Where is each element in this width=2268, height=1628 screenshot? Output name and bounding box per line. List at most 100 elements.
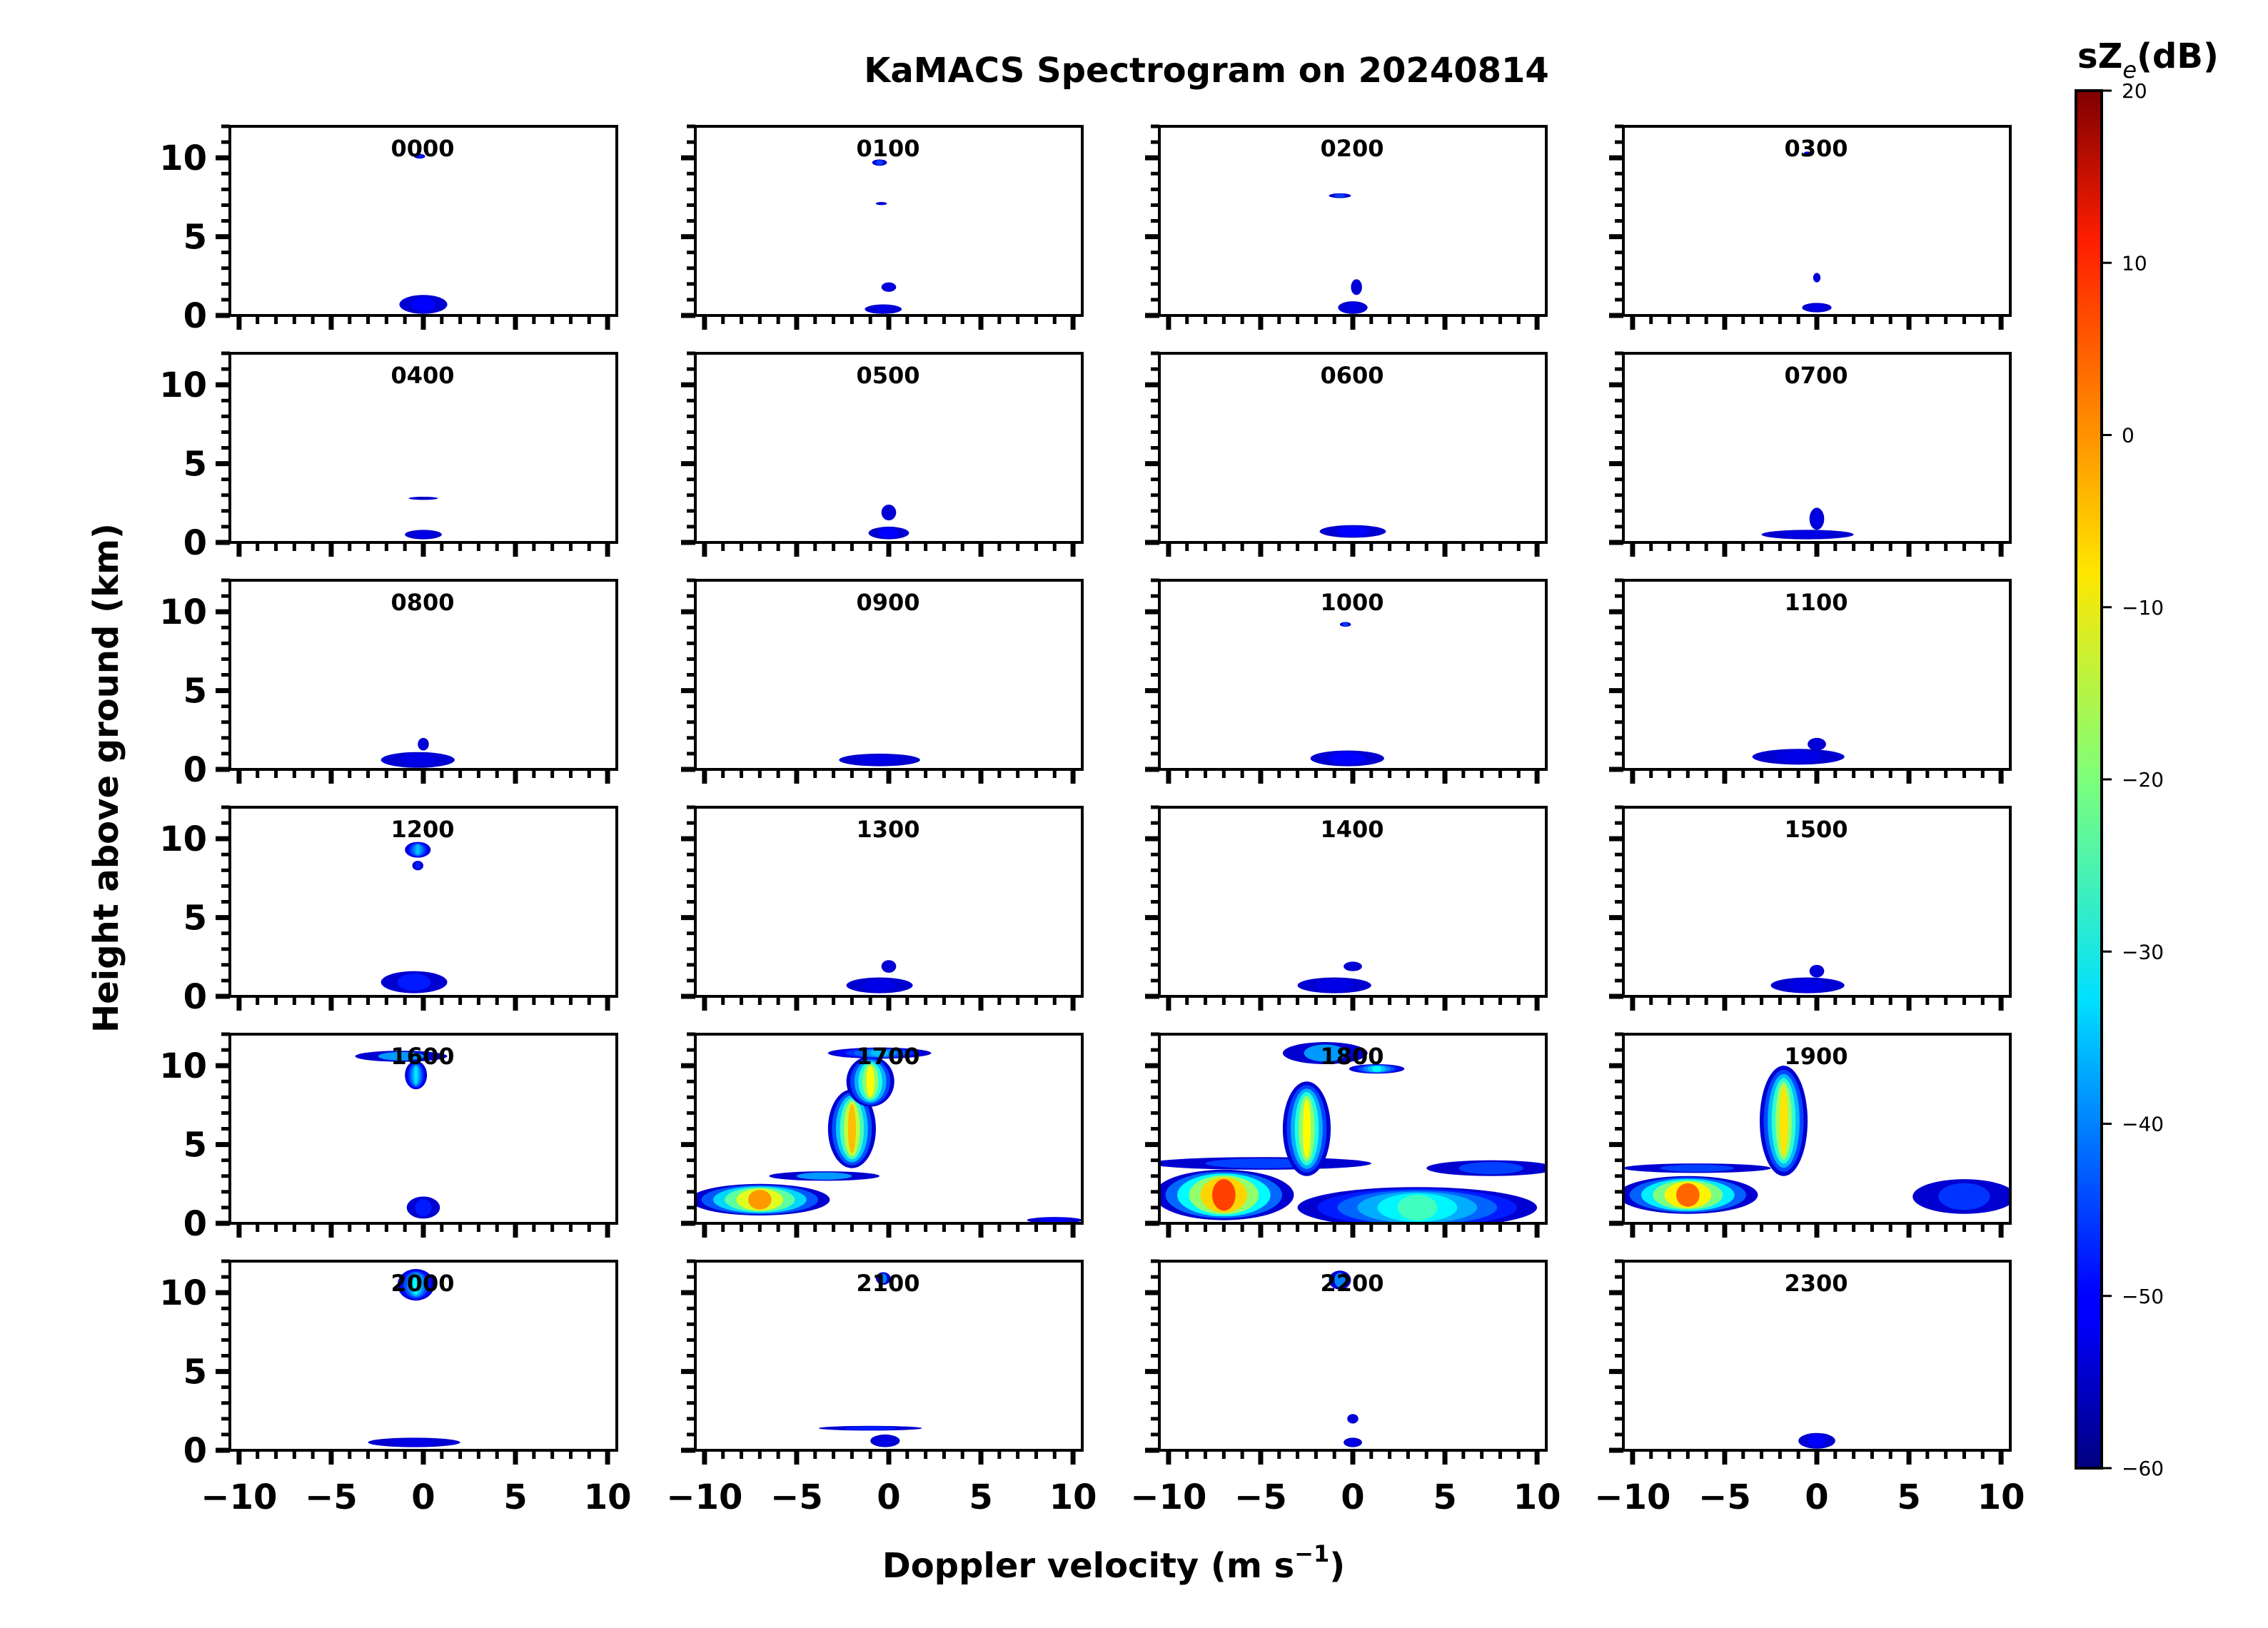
colorbar-tick-label: −30	[2122, 940, 2164, 964]
y-tick-label: 0	[183, 1204, 207, 1244]
feature-mark	[875, 160, 884, 166]
spectral-features	[380, 841, 448, 994]
x-tick-label: 0	[411, 1477, 435, 1517]
feature-mark	[1211, 1179, 1236, 1211]
panel-label: 2200	[1320, 1270, 1384, 1297]
y-tick-label: 0	[183, 296, 207, 336]
feature-mark	[415, 844, 420, 855]
y-tick-label: 10	[159, 138, 207, 178]
feature-mark	[1779, 1086, 1788, 1156]
panel-0700: 0700	[1609, 351, 2012, 557]
spectral-features	[1319, 525, 1386, 538]
panel-1900: 1900	[1609, 1032, 2012, 1238]
feature-mark	[397, 974, 431, 991]
y-tick-label: 10	[159, 1046, 207, 1086]
feature-mark	[416, 154, 423, 158]
panel-2200: 2200 −10 −5 0 5 10	[1130, 1259, 1561, 1517]
spectral-features	[1770, 964, 1845, 994]
panel-0500: 0500	[681, 351, 1084, 557]
colorbar-tick-label: −10	[2122, 596, 2164, 620]
panel-1300: 1300	[681, 805, 1084, 1011]
feature-mark	[413, 1275, 419, 1295]
panel-label: 0800	[390, 589, 454, 616]
feature-mark	[378, 1051, 425, 1061]
panel-0300: 0300	[1609, 124, 2012, 330]
feature-mark	[1345, 303, 1361, 313]
spectral-features	[1761, 507, 1854, 540]
spectral-features	[1623, 1066, 2010, 1214]
panel-background	[1159, 353, 1546, 542]
x-tick-label: −5	[1698, 1477, 1751, 1517]
panel-2000: 2000 0 5 10 −10 −5 0 5 10	[159, 1259, 631, 1517]
feature-mark	[1304, 1044, 1346, 1062]
feature-mark	[1354, 280, 1360, 293]
feature-mark	[1775, 750, 1822, 763]
feature-mark	[884, 506, 893, 519]
feature-mark	[390, 1438, 438, 1447]
panel-label: 0900	[856, 589, 919, 616]
panel-1000: 1000	[1145, 578, 1548, 784]
panel-label: 0600	[1320, 362, 1384, 389]
panel-1400: 1400	[1145, 805, 1548, 1011]
y-tick-label: 5	[183, 218, 207, 258]
feature-mark	[862, 979, 897, 992]
spectral-features	[1802, 151, 1832, 313]
colorbar-tick-label: 10	[2122, 251, 2147, 275]
feature-mark	[1812, 739, 1822, 749]
feature-mark	[874, 305, 893, 313]
x-tick-label: 5	[969, 1477, 992, 1517]
panel-1200: 1200 0 5 10	[159, 805, 618, 1017]
spectral-features	[399, 153, 448, 314]
feature-mark	[1805, 151, 1810, 155]
feature-mark	[1813, 510, 1821, 527]
panel-background	[230, 807, 617, 996]
panel-1100: 1100	[1609, 578, 2012, 784]
y-tick-label: 5	[183, 899, 207, 939]
x-tick-label: 5	[1433, 1477, 1456, 1517]
feature-mark	[1316, 979, 1353, 992]
x-tick-label: −10	[1594, 1477, 1670, 1517]
feature-mark	[1675, 1183, 1700, 1207]
spectral-features	[1297, 961, 1371, 994]
y-tick-label: 10	[159, 365, 207, 405]
feature-mark	[871, 1049, 889, 1057]
panel-label: 0100	[856, 135, 919, 162]
x-tick-label: −10	[1130, 1477, 1206, 1517]
panel-1700: 1700	[681, 1032, 1084, 1238]
feature-mark	[414, 530, 433, 539]
panel-0100: 0100	[681, 124, 1084, 330]
panel-label: 0000	[390, 135, 454, 162]
y-tick-label: 0	[183, 750, 207, 790]
spectral-features	[839, 753, 920, 767]
y-tick-label: 5	[183, 1126, 207, 1166]
feature-mark	[414, 1066, 418, 1084]
feature-mark	[845, 1426, 897, 1430]
spectral-features	[868, 505, 909, 540]
panel-2300: 2300 −10 −5 0 5 10	[1594, 1259, 2025, 1517]
y-tick-label: 5	[183, 445, 207, 485]
panel-label: 0400	[390, 362, 454, 389]
feature-mark	[1342, 622, 1349, 627]
spectral-features	[865, 159, 902, 314]
panel-label: 1100	[1784, 589, 1848, 616]
panel-0200: 0200	[1145, 124, 1548, 330]
x-tick-label: −10	[201, 1477, 277, 1517]
feature-mark	[1809, 303, 1825, 312]
panel-label: 1300	[856, 816, 919, 843]
colorbar-gradient	[2075, 89, 2103, 1470]
panel-label: 1200	[390, 816, 454, 843]
spectral-features	[405, 496, 442, 540]
panel-label: 2000	[390, 1270, 454, 1297]
panel-background	[695, 580, 1082, 769]
feature-mark	[415, 1198, 432, 1216]
colorbar-tick-label: −50	[2122, 1285, 2164, 1308]
panel-label: 0700	[1784, 362, 1848, 389]
feature-mark	[880, 1273, 887, 1284]
panel-label: 1000	[1320, 589, 1384, 616]
feature-mark	[1784, 530, 1831, 539]
x-tick-label: 10	[1513, 1477, 1561, 1517]
feature-mark	[411, 297, 435, 312]
